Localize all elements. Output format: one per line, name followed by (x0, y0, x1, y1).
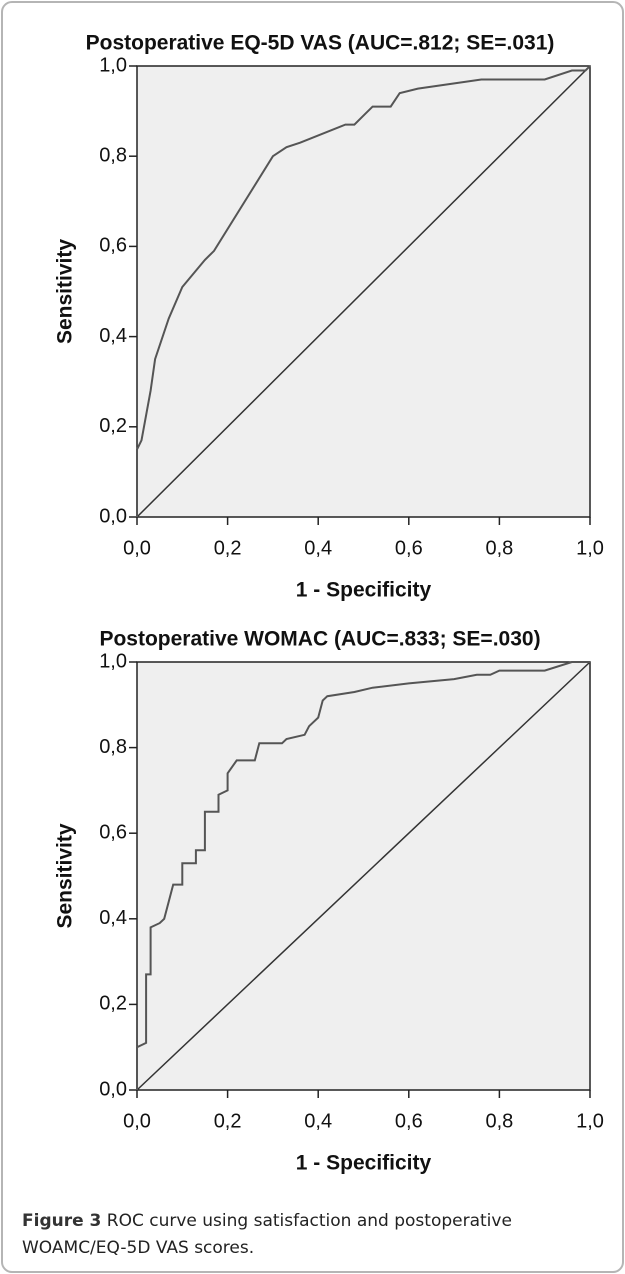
roc-curve (136, 65, 591, 517)
y-tick-label: 1,0 (99, 54, 127, 76)
y-tick-label: 0,2 (99, 415, 127, 437)
y-tick-label: 0,2 (99, 993, 127, 1015)
y-axis-label: Sensitivity (54, 823, 77, 928)
chart-title: Postoperative WOMAC (AUC=.833; SE=.030) (99, 628, 540, 651)
x-tick-label: 1,0 (576, 1110, 604, 1132)
x-tick-label: 0,0 (123, 537, 151, 559)
x-tick-label: 0,8 (485, 537, 513, 559)
y-tick-label: 0,0 (99, 505, 127, 527)
reference-line (136, 65, 591, 518)
x-tick-label: 0,6 (395, 1110, 423, 1132)
y-tick-label: 1,0 (99, 650, 127, 672)
x-tick-label: 0,0 (123, 1110, 151, 1132)
x-tick-label: 0,6 (395, 537, 423, 559)
x-tick-label: 0,4 (304, 537, 332, 559)
caption-text: ROC curve using satisfaction and postope… (22, 1211, 512, 1258)
y-tick-label: 0,6 (99, 821, 127, 843)
roc-curve (136, 661, 590, 1090)
caption-label: Figure 3 (22, 1211, 102, 1231)
y-tick-label: 0,4 (99, 907, 127, 929)
x-axis-label: 1 - Specificity (296, 1152, 432, 1175)
y-axis-label: Sensitivity (54, 239, 77, 344)
chart-title: Postoperative EQ-5D VAS (AUC=.812; SE=.0… (86, 32, 555, 55)
y-tick-label: 0,8 (99, 144, 127, 166)
y-tick-label: 0,0 (99, 1078, 127, 1100)
x-tick-label: 0,2 (214, 1110, 242, 1132)
y-tick-label: 0,4 (99, 325, 127, 347)
caption: Figure 3 ROC curve using satisfaction an… (22, 1208, 602, 1262)
x-tick-label: 0,4 (304, 1110, 332, 1132)
y-tick-label: 0,8 (99, 736, 127, 758)
y-tick-label: 0,6 (99, 235, 127, 257)
x-tick-label: 1,0 (576, 537, 604, 559)
x-axis-label: 1 - Specificity (296, 579, 432, 602)
reference-line (136, 661, 591, 1091)
x-tick-label: 0,2 (214, 537, 242, 559)
x-tick-label: 0,8 (485, 1110, 513, 1132)
